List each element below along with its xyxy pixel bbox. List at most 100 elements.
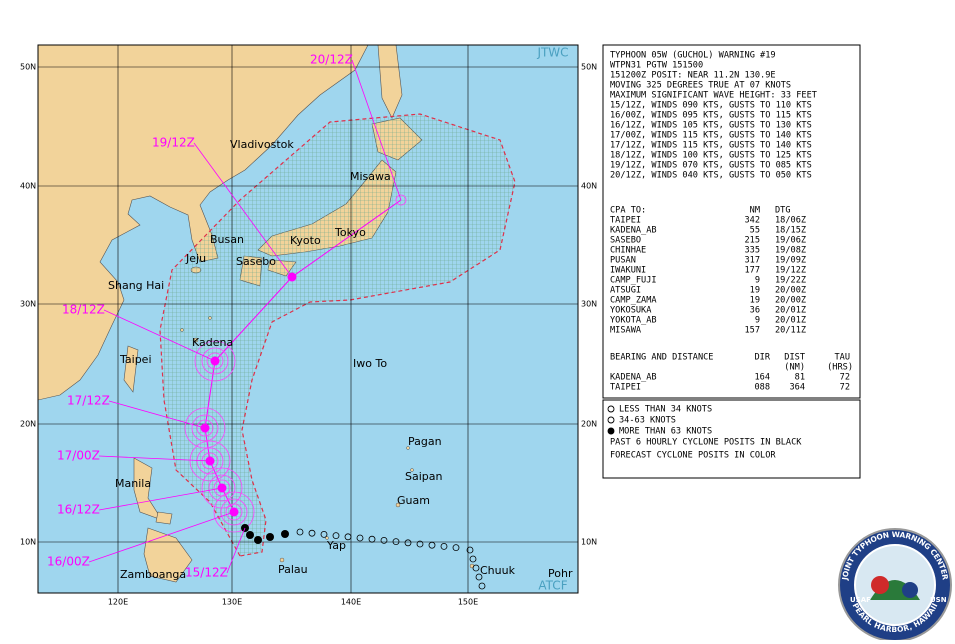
bearing-unit: (HRS): [827, 363, 853, 373]
forecast-leader: [226, 527, 246, 574]
forecast-time: 17/00Z: [57, 449, 100, 463]
past-posit-weak: [320, 531, 328, 538]
cpa-time: 19/22Z: [775, 276, 806, 286]
cpa-site: CAMP_FUJI: [610, 276, 657, 286]
place-label: Pagan: [408, 435, 442, 448]
forecast-leader: [108, 400, 206, 429]
warning-line: TYPHOON 05W (GUCHOL) WARNING #19: [610, 51, 776, 61]
place-label: Shang Hai: [108, 279, 164, 292]
place-label: Kadena: [192, 336, 233, 349]
cpa-site: ATSUGI: [610, 286, 641, 296]
past-posit-weak: [475, 573, 483, 581]
forecast-leader: [103, 309, 216, 362]
bearing-value: 81: [795, 373, 805, 383]
past-posit-weak: [404, 539, 412, 547]
past-posit-weak: [428, 541, 436, 549]
bearing-header: DIR: [754, 353, 770, 363]
cpa-time: 20/01Z: [775, 316, 806, 326]
forecast-time: 19/12Z: [152, 136, 195, 150]
legend-symbol: [607, 416, 615, 424]
map: [38, 45, 578, 593]
cpa-site: PUSAN: [610, 256, 636, 266]
legend-panel: [602, 399, 861, 479]
warning-line: 17/00Z, WINDS 115 KTS, GUSTS TO 140 KTS: [610, 131, 812, 141]
place-label: Zamboanga: [120, 568, 186, 581]
legend-note: PAST 6 HOURLY CYCLONE POSITS IN BLACK: [610, 438, 802, 448]
cpa-distance: 19: [750, 296, 760, 306]
graticule: [38, 45, 578, 593]
cpa-header: DTG: [775, 206, 791, 216]
past-posit-weak: [472, 564, 480, 572]
wind-radius: [189, 440, 231, 482]
lat-label: 10N: [20, 538, 36, 547]
cpa-time: 20/00Z: [775, 286, 806, 296]
cpa-distance: 55: [750, 226, 760, 236]
forecast-leader: [351, 59, 402, 201]
bearing-value: 364: [789, 383, 805, 393]
past-posit-weak: [466, 546, 474, 554]
place-label: Sasebo: [236, 255, 276, 268]
place-label: Tokyo: [334, 226, 366, 239]
warning-line: WTPN31 PGTW 151500: [610, 61, 703, 71]
forecast-leader: [98, 455, 211, 462]
cpa-site: MISAWA: [610, 326, 642, 336]
place-label: Manila: [115, 477, 151, 490]
cpa-time: 19/06Z: [775, 236, 806, 246]
wind-radius: [220, 498, 248, 526]
past-posit-weak: [469, 555, 477, 563]
legend-item: LESS THAN 34 KNOTS: [619, 405, 712, 415]
cpa-time: 19/12Z: [775, 266, 806, 276]
warning-line: 18/12Z, WINDS 100 KTS, GUSTS TO 125 KTS: [610, 151, 812, 161]
past-posit-weak: [356, 534, 364, 542]
cpa-time: 20/00Z: [775, 296, 806, 306]
legend-note: FORECAST CYCLONE POSITS IN COLOR: [610, 451, 776, 461]
forecast-time: 17/12Z: [67, 394, 110, 408]
cpa-time: 20/01Z: [775, 306, 806, 316]
warning-line: 17/12Z, WINDS 115 KTS, GUSTS TO 140 KTS: [610, 141, 812, 151]
past-posit-weak: [416, 540, 424, 548]
bearing-value: 72: [840, 373, 850, 383]
warning-line: 19/12Z, WINDS 070 KTS, GUSTS TO 085 KTS: [610, 161, 812, 171]
place-label: Iwo To: [353, 357, 387, 370]
forecast-time: 15/12Z: [185, 566, 228, 580]
warning-panel: [602, 44, 861, 399]
bearing-site: TAIPEI: [610, 383, 641, 393]
past-posit-weak: [332, 532, 340, 539]
cpa-distance: 215: [744, 236, 760, 246]
wind-radius: [206, 352, 224, 370]
forecast-leader: [98, 487, 223, 511]
bearing-site: KADENA_AB: [610, 373, 657, 383]
warning-line: 16/12Z, WINDS 105 KTS, GUSTS TO 130 KTS: [610, 121, 812, 131]
place-label: Taipei: [119, 353, 152, 366]
lon-label: 140E: [341, 598, 361, 607]
cpa-time: 19/08Z: [775, 246, 806, 256]
wind-radius: [213, 491, 255, 533]
cpa-header: NM: [750, 206, 760, 216]
lat-label: 10N: [581, 538, 597, 547]
bearing-header: DIST: [784, 353, 805, 363]
forecast-time: 18/12Z: [62, 303, 105, 317]
past-posit: [266, 533, 274, 541]
past-posit: [246, 531, 254, 539]
bearing-title: BEARING AND DISTANCE: [610, 353, 713, 363]
past-posit-weak: [440, 543, 448, 550]
past-posit-weak: [392, 538, 400, 545]
logo-right: USN: [930, 596, 947, 604]
forecast-time: 16/00Z: [47, 555, 90, 569]
bearing-value: 088: [754, 383, 770, 393]
lat-label: 20N: [20, 420, 36, 429]
cpa-site: CAMP_ZAMA: [610, 296, 657, 306]
corner-label: ATCF: [538, 579, 567, 593]
past-posit-weak: [344, 533, 352, 541]
lat-label: 50N: [20, 63, 36, 72]
lat-label: 50N: [581, 63, 597, 72]
cpa-distance: 19: [750, 286, 760, 296]
place-label: Vladivostok: [230, 138, 294, 151]
cpa-distance: 9: [755, 276, 760, 286]
forecast-leader: [193, 142, 293, 278]
legend-symbol: [607, 427, 615, 435]
map-labels: 50N 50N 40N 40N 30N 30N 20N 20N 10N 10N 120E 130E 14…: [20, 46, 597, 607]
